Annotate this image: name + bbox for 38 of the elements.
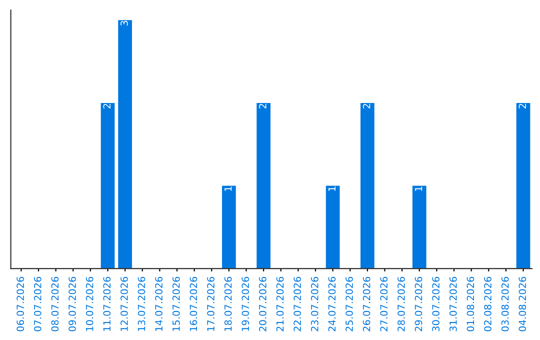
x-tick-label: 08.07.2026 [51, 276, 59, 332]
data-label: 2 [362, 104, 370, 108]
x-tick-label: 25.07.2026 [346, 276, 353, 332]
x-tick-label: 01.08.2026 [466, 276, 474, 332]
x-tick-label: 29.07.2026 [414, 276, 422, 332]
data-label: 3 [120, 20, 128, 26]
x-tick-label: 14.07.2026 [155, 276, 163, 331]
data-label: 2 [259, 104, 266, 108]
x-tick-label: 18.07.2026 [224, 276, 232, 331]
x-tick-label: 13.07.2026 [138, 276, 146, 331]
x-tick-label: 10.07.2026 [86, 276, 94, 331]
x-tick-label: 26.07.2026 [362, 276, 370, 332]
x-tick-label: 28.07.2026 [398, 276, 405, 332]
data-label: 1 [328, 186, 336, 191]
data-label: 1 [224, 186, 232, 191]
x-tick-label: 07.07.2026 [34, 276, 42, 332]
data-label: 2 [518, 104, 526, 108]
x-tick-label: 23.07.2026 [310, 276, 318, 332]
x-tick-label: 21.07.2026 [276, 276, 284, 332]
x-tick-label: 15.07.2026 [172, 276, 180, 331]
x-tick-label: 11.07.2026 [103, 276, 111, 331]
x-tick-label: 03.08.2026 [501, 276, 509, 332]
x-tick-label: 31.07.2026 [449, 276, 457, 332]
x-tick-label: 06.07.2026 [16, 276, 24, 332]
x-tick-label: 19.07.2026 [242, 276, 250, 331]
x-tick-label: 16.07.2026 [190, 276, 198, 331]
x-tick-label: 20.07.2026 [259, 276, 266, 332]
data-label: 1 [414, 186, 422, 191]
x-tick-label: 17.07.2026 [207, 276, 214, 331]
x-tick-label: 30.07.2026 [432, 276, 440, 332]
x-tick-label: 24.07.2026 [328, 276, 336, 332]
x-tick-label: 27.07.2026 [380, 276, 388, 332]
x-tick-label: 09.07.2026 [68, 276, 76, 332]
x-tick-label: 04.08.2026 [518, 276, 526, 332]
data-label: 2 [103, 104, 110, 108]
x-tick-label: 12.07.2026 [120, 276, 128, 331]
x-tick-label: 22.07.2026 [294, 276, 302, 332]
x-tick-label: 02.08.2026 [484, 276, 492, 332]
